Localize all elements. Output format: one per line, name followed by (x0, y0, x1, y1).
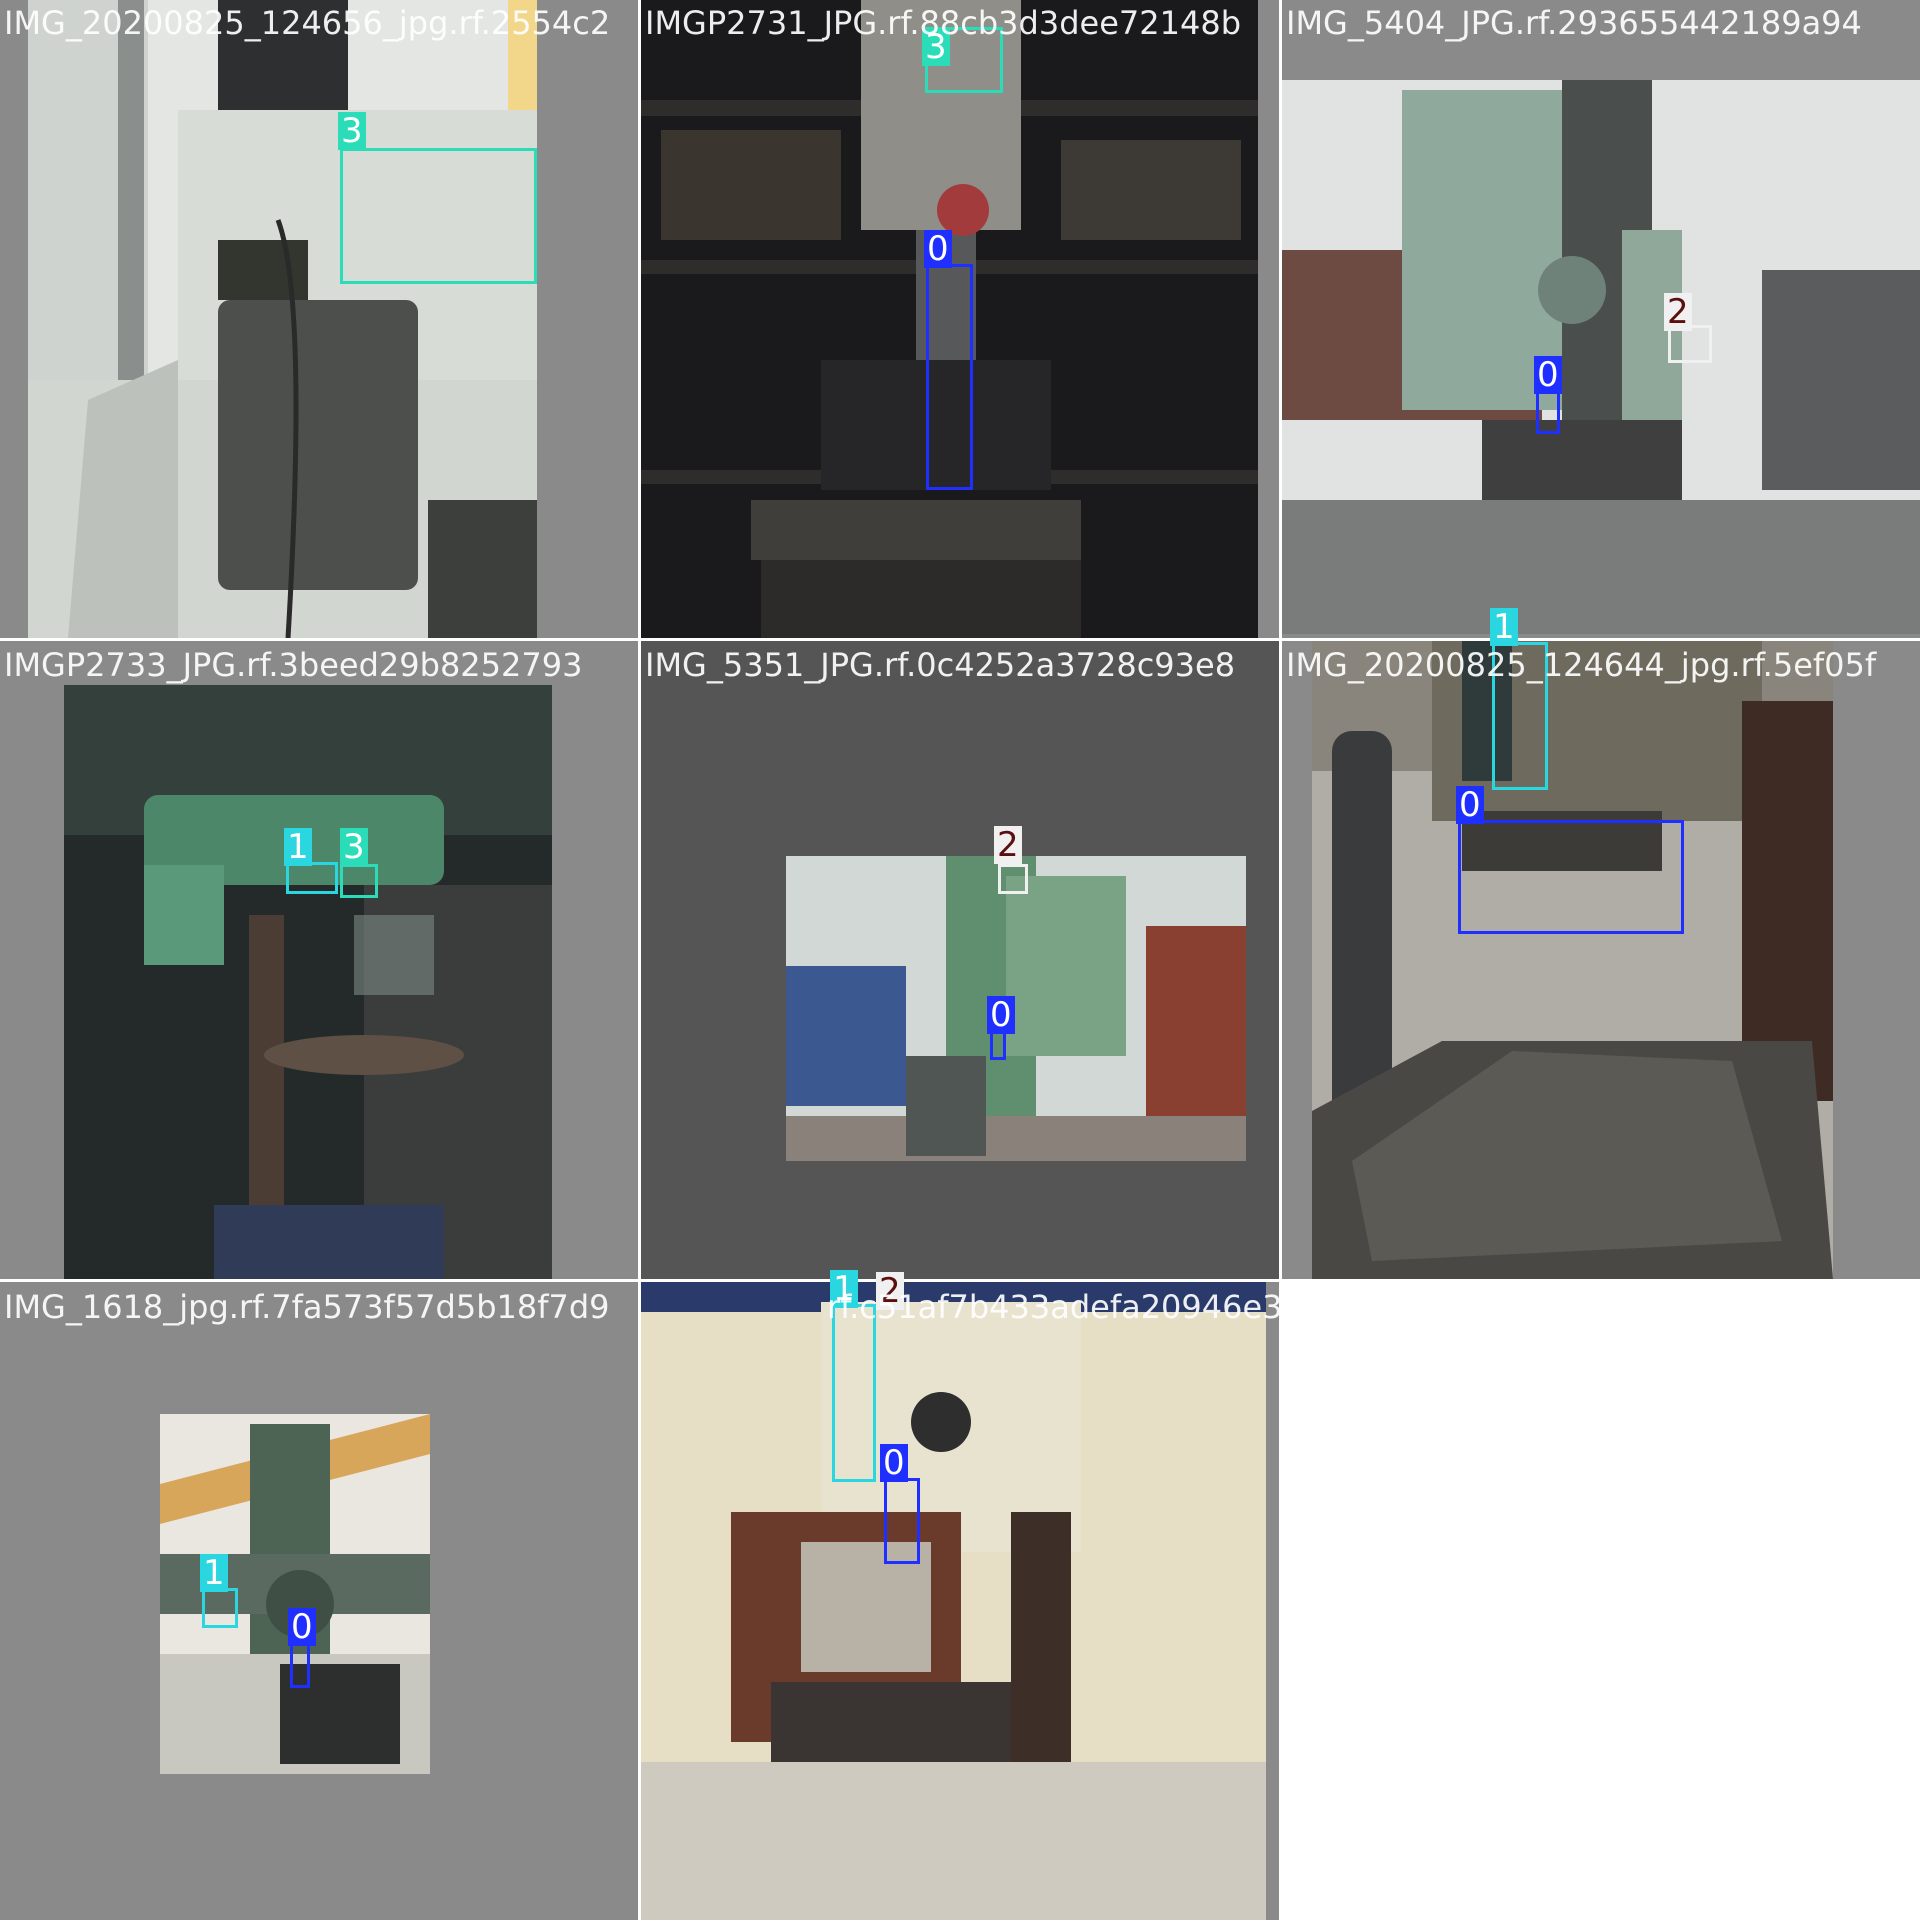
image-filename: IMG_20200825_124656_jpg.rf.2554c2 (4, 4, 611, 42)
tile-image-2 (641, 0, 1279, 638)
bbox-label-3: 3 (340, 828, 368, 866)
photo (1282, 80, 1920, 634)
bbox-0 (290, 1640, 310, 1688)
tile-image-1 (0, 0, 638, 638)
bbox-label-3: 3 (922, 28, 950, 66)
photo (1312, 641, 1833, 1279)
tile-image-5 (641, 641, 1279, 1279)
photo (786, 856, 1246, 1161)
bbox-1 (1492, 642, 1548, 790)
image-filename: IMG_20200825_124644_jpg.rf.5ef05f (1286, 646, 1877, 684)
bbox-label-2: 2 (994, 826, 1022, 864)
photo (641, 1282, 1266, 1920)
tile-image-3 (1282, 0, 1920, 638)
bbox-label-0: 0 (288, 1608, 316, 1646)
bbox-2 (998, 864, 1028, 894)
bbox-label-1: 1 (284, 828, 312, 866)
bbox-label-0: 0 (880, 1444, 908, 1482)
bbox-1 (202, 1588, 238, 1628)
bbox-label-2: 2 (1664, 293, 1692, 331)
bbox-label-0: 0 (1534, 356, 1562, 394)
image-filename: IMGP2731_JPG.rf.88cb3d3dee72148b (645, 4, 1241, 42)
bbox-3 (340, 148, 537, 284)
image-filename: IMG_5351_JPG.rf.0c4252a3728c93e8 (645, 646, 1236, 684)
tile-image-7 (0, 1282, 638, 1920)
photo (28, 0, 537, 638)
image-filename: IMGP2733_JPG.rf.3beed29b8252793 (4, 646, 583, 684)
bbox-0 (926, 264, 973, 490)
tile-image-8 (641, 1282, 1279, 1920)
bbox-1 (286, 862, 338, 894)
bbox-label-3: 3 (338, 112, 366, 150)
image-filename: IMG_5404_JPG.rf.293655442189a94 (1286, 4, 1862, 42)
bbox-label-0: 0 (987, 996, 1015, 1034)
bbox-label-0: 0 (1456, 786, 1484, 824)
photo (641, 0, 1258, 638)
tile-image-6 (1282, 641, 1920, 1279)
bbox-0 (884, 1478, 920, 1564)
photo (64, 685, 552, 1279)
image-filename: rf.c51af7b433adefa20946e3d70d (827, 1288, 1364, 1326)
photo (160, 1414, 430, 1774)
image-filename: IMG_1618_jpg.rf.7fa573f57d5b18f7d9 (4, 1288, 610, 1326)
bbox-label-0: 0 (924, 230, 952, 268)
bbox-label-1: 1 (200, 1554, 228, 1592)
bbox-label-2: 2 (876, 1272, 904, 1310)
bbox-label-1: 1 (830, 1270, 858, 1308)
bbox-1 (832, 1304, 876, 1482)
bbox-0 (1458, 820, 1684, 934)
tile-image-4 (0, 641, 638, 1279)
bbox-label-1: 1 (1490, 608, 1518, 646)
bbox-3 (340, 864, 378, 898)
